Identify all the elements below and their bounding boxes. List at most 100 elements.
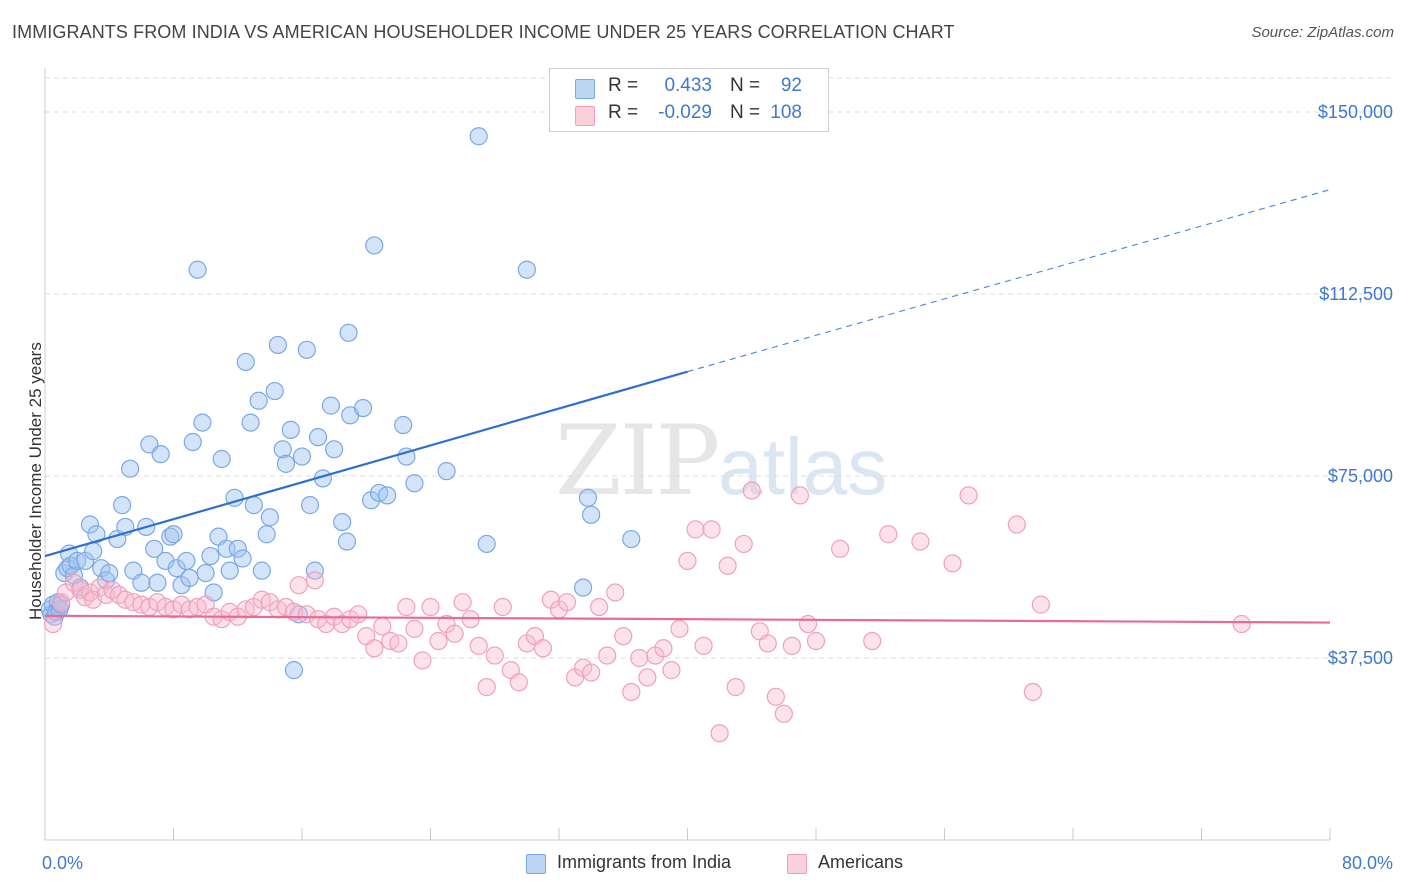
americans-point	[806, 631, 826, 651]
india-point	[167, 559, 186, 578]
source-label: Source: ZipAtlas.com	[1251, 24, 1394, 41]
americans-point	[678, 551, 697, 571]
india-point	[193, 413, 212, 432]
americans-point	[670, 619, 689, 638]
y-tick-label: $75,000	[1328, 466, 1393, 486]
americans-point	[469, 636, 488, 655]
india-point	[100, 563, 119, 583]
n-label: N =	[730, 102, 761, 123]
r-value: -0.029	[658, 102, 712, 123]
india-point	[268, 335, 288, 355]
india-point	[353, 398, 373, 418]
y-tick-label: $150,000	[1318, 102, 1393, 122]
americans-point	[365, 639, 384, 658]
x-tick-label: 0.0%	[42, 853, 83, 873]
americans-point	[718, 556, 737, 575]
americans-point	[710, 724, 729, 743]
india-point	[308, 428, 328, 447]
india-point	[183, 432, 202, 452]
india-point	[145, 539, 164, 558]
india-point	[325, 440, 344, 459]
americans-point	[766, 687, 785, 706]
americans-point	[64, 573, 84, 592]
india-legend-swatch	[526, 854, 546, 874]
americans-point	[758, 634, 777, 653]
americans-point	[421, 597, 440, 617]
americans-point	[305, 571, 324, 590]
x-tick-label: 80.0%	[1342, 853, 1393, 873]
americans-point	[405, 619, 424, 638]
americans-point	[1023, 682, 1042, 702]
americans-point	[289, 576, 308, 595]
y-tick-label: $112,500	[1319, 284, 1393, 304]
americans-point	[830, 539, 850, 558]
india-point	[321, 396, 341, 415]
americans-point	[533, 639, 553, 658]
india-point	[80, 515, 100, 534]
americans-point	[598, 646, 617, 665]
stats-row-americans: R = -0.029 N = 108	[550, 102, 828, 128]
india-point	[284, 661, 304, 680]
americans-point	[686, 520, 705, 539]
americans-point	[742, 481, 761, 500]
india-point	[300, 496, 320, 515]
india-point	[112, 496, 132, 515]
india-point	[582, 505, 601, 524]
india-point	[161, 527, 180, 546]
india-point	[177, 551, 196, 571]
india-point	[188, 260, 207, 279]
india-point	[84, 542, 103, 561]
india-point	[339, 323, 358, 342]
india-point	[397, 447, 416, 466]
india-point	[244, 496, 263, 515]
india-point	[365, 236, 384, 255]
r-value: 0.433	[664, 75, 712, 96]
india-point	[236, 352, 255, 372]
americans-point	[1007, 515, 1026, 534]
india-point	[405, 474, 424, 493]
americans-point	[638, 668, 657, 687]
india-point	[220, 561, 239, 580]
americans-point	[782, 636, 802, 655]
americans-point	[959, 486, 978, 505]
india-trend-extension	[687, 189, 1331, 373]
india-point	[337, 532, 357, 551]
americans-point	[590, 597, 609, 617]
r-label: R =	[608, 75, 639, 96]
americans-point	[734, 534, 753, 554]
n-label: N =	[730, 75, 761, 96]
americans-point	[1031, 595, 1050, 614]
india-point	[517, 260, 536, 279]
americans-point	[702, 520, 721, 539]
americans-point	[429, 631, 448, 651]
americans-point	[445, 624, 464, 643]
americans-point	[477, 678, 496, 697]
americans-point	[798, 614, 818, 634]
watermark-zip: ZIP	[555, 405, 720, 517]
americans-point	[461, 610, 480, 629]
americans-point	[654, 639, 673, 658]
india-point	[249, 391, 268, 410]
americans-point	[51, 593, 71, 612]
chart-title: IMMIGRANTS FROM INDIA VS AMERICAN HOUSEH…	[12, 22, 955, 42]
americans-point	[911, 532, 930, 551]
stats-row-india: R = 0.433 N = 92	[550, 75, 828, 101]
americans-point	[582, 663, 601, 682]
americans-point	[622, 682, 641, 702]
india-point	[265, 381, 284, 401]
americans-point	[662, 661, 681, 680]
india-point	[292, 447, 312, 466]
india-point	[241, 413, 260, 432]
india-point	[164, 525, 183, 544]
india-point	[573, 578, 593, 597]
americans-point	[493, 597, 512, 617]
americans-trend-line	[44, 614, 1331, 624]
india-point	[437, 462, 456, 481]
india-point	[156, 551, 175, 571]
y-tick-label: $37,500	[1328, 648, 1393, 668]
r-label: R =	[608, 102, 639, 123]
americans-point	[297, 605, 316, 624]
y-axis-label: Householder Income Under 25 years	[26, 342, 45, 620]
americans-point	[630, 648, 649, 668]
